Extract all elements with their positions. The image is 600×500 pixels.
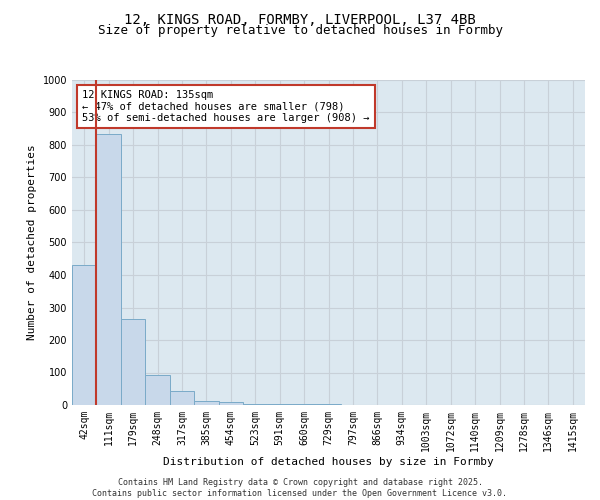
Text: Contains HM Land Registry data © Crown copyright and database right 2025.
Contai: Contains HM Land Registry data © Crown c… [92,478,508,498]
Y-axis label: Number of detached properties: Number of detached properties [27,144,37,340]
Bar [121,319,145,405]
Text: Size of property relative to detached houses in Formby: Size of property relative to detached ho… [97,24,503,37]
Text: 12 KINGS ROAD: 135sqm
← 47% of detached houses are smaller (798)
53% of semi-det: 12 KINGS ROAD: 135sqm ← 47% of detached … [82,90,370,123]
Bar [145,375,170,405]
Bar [292,404,316,405]
Bar [194,401,218,405]
Bar [316,404,341,405]
Bar [97,134,121,405]
Bar [218,402,243,405]
Bar [243,404,268,405]
Bar [72,265,97,405]
X-axis label: Distribution of detached houses by size in Formby: Distribution of detached houses by size … [163,456,494,466]
Bar [268,404,292,405]
Text: 12, KINGS ROAD, FORMBY, LIVERPOOL, L37 4BB: 12, KINGS ROAD, FORMBY, LIVERPOOL, L37 4… [124,12,476,26]
Bar [170,391,194,405]
